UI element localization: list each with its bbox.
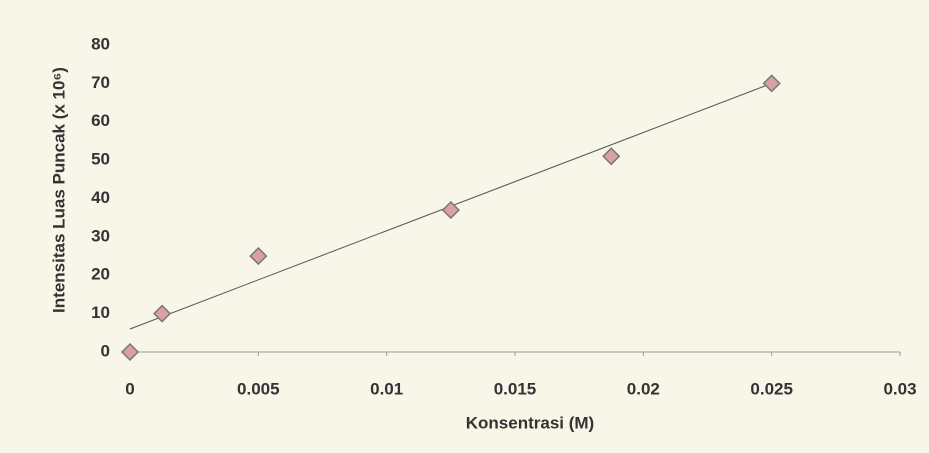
y-tick-label: 50 [91,150,110,169]
x-tick-label: 0.02 [627,379,660,398]
y-tick-label: 20 [91,265,110,284]
y-tick-label: 30 [91,226,110,245]
y-tick-label: 80 [91,34,110,53]
x-tick-label: 0.03 [883,379,916,398]
y-tick-label: 60 [91,111,110,130]
y-tick-label: 0 [101,341,110,360]
y-axis-title: Intensitas Luas Puncak (x 10⁶) [49,67,68,313]
y-tick-label: 70 [91,73,110,92]
x-tick-label: 0.005 [237,379,280,398]
chart: Konsentrasi (M) Intensitas Luas Puncak (… [0,0,929,453]
x-tick-label: 0.025 [750,379,793,398]
y-tick-label: 40 [91,188,110,207]
x-tick-label: 0 [125,379,134,398]
x-tick-label: 0.015 [494,379,537,398]
x-axis-title: Konsentrasi (M) [466,413,594,432]
y-tick-label: 10 [91,303,110,322]
x-tick-label: 0.01 [370,379,403,398]
page: {"chart_data": {"type": "scatter", "x_la… [0,0,929,453]
